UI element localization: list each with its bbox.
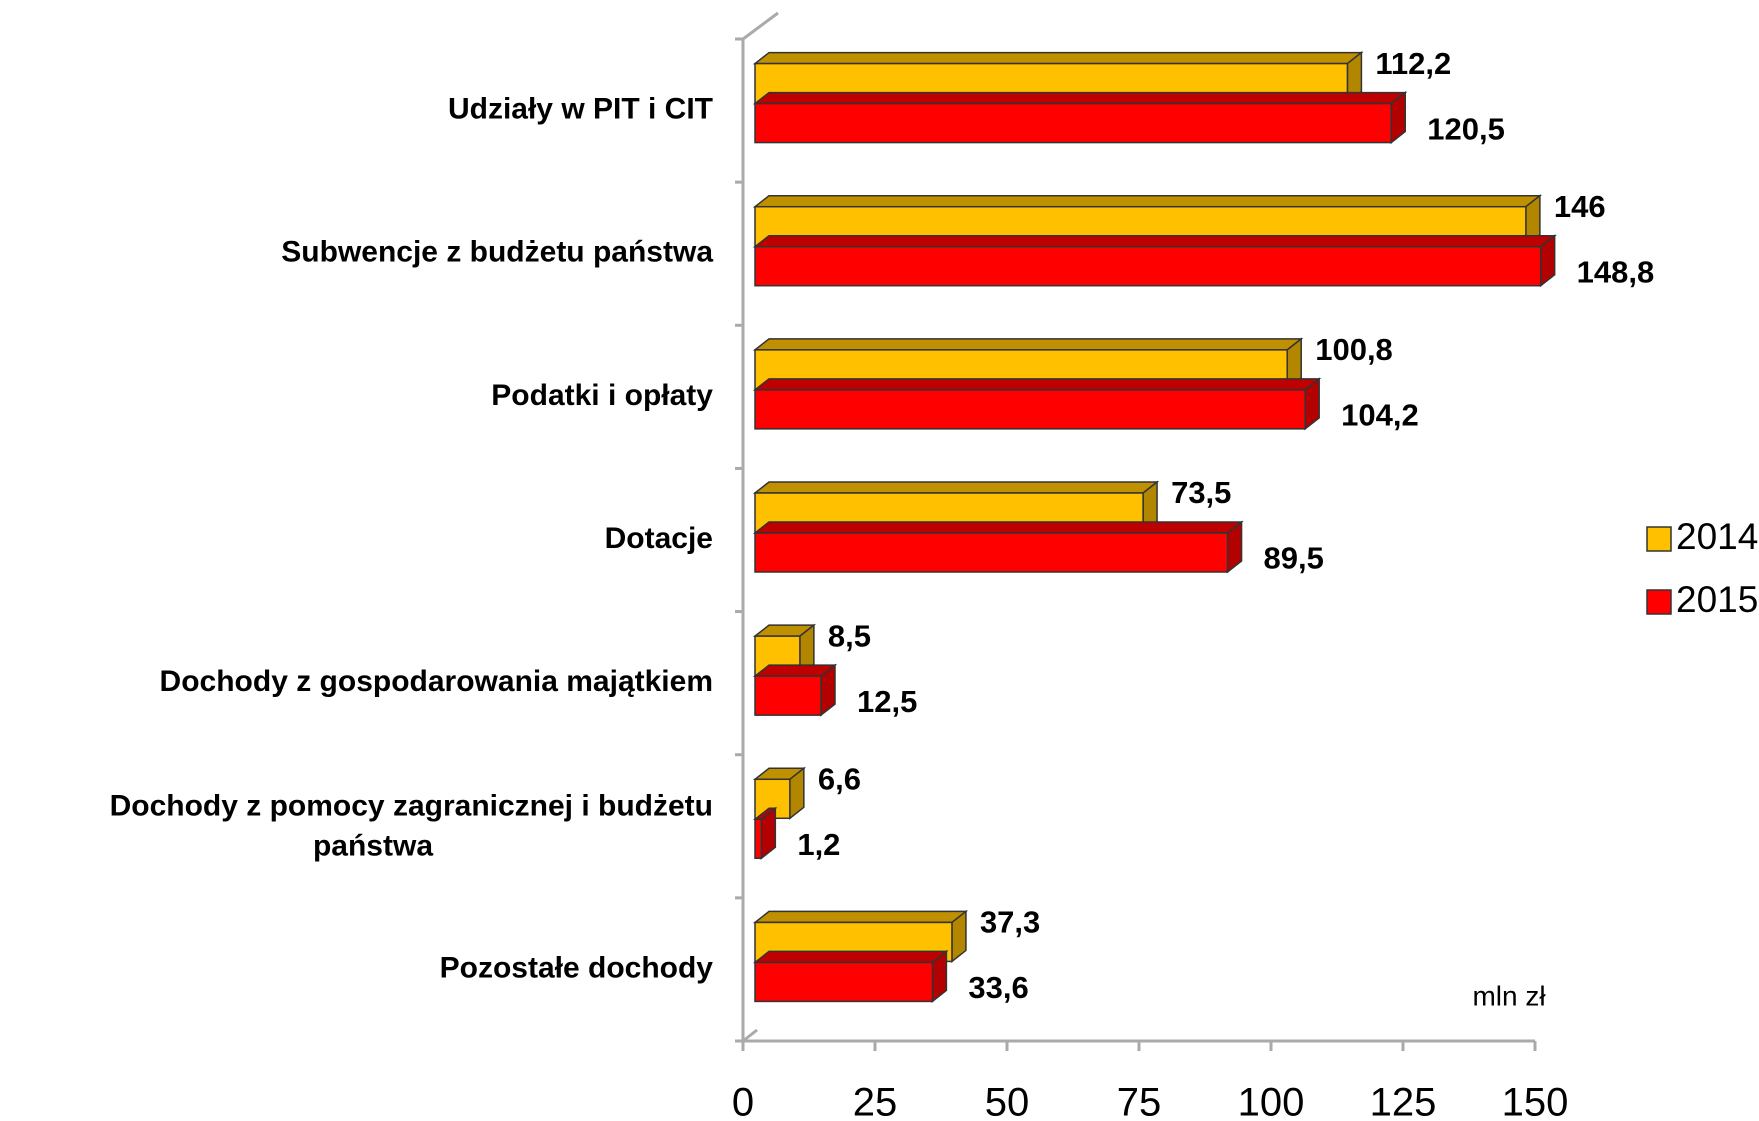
value-label: 73,5	[1171, 475, 1231, 510]
value-label: 148,8	[1577, 254, 1655, 289]
x-tick-label: 125	[1370, 1081, 1437, 1121]
value-label: 100,8	[1315, 332, 1393, 367]
bar-top	[752, 338, 1304, 351]
bar-top	[752, 950, 949, 964]
category-label: Podatki i opłaty	[491, 379, 713, 412]
bar	[754, 818, 763, 860]
bar-top	[752, 378, 1322, 391]
value-label: 89,5	[1264, 541, 1324, 576]
value-label: 104,2	[1341, 398, 1419, 433]
bar-top	[752, 51, 1364, 65]
value-label: 146	[1554, 189, 1606, 224]
bar-top	[752, 91, 1408, 105]
legend-swatch	[1646, 589, 1672, 615]
category-label: Subwencje z budżetu państwa	[281, 236, 713, 269]
bar-top	[752, 910, 969, 924]
bar-top	[752, 234, 1557, 248]
bar	[754, 102, 1392, 144]
value-label: 12,5	[857, 684, 917, 719]
value-label: 33,6	[968, 970, 1028, 1005]
value-label: 1,2	[797, 827, 840, 862]
legend-label: 2014	[1676, 516, 1758, 557]
value-label: 8,5	[828, 618, 871, 653]
category-label: Dochody z gospodarowania majątkiem	[160, 665, 713, 698]
x-tick-label: 0	[732, 1081, 754, 1121]
value-label: 6,6	[818, 761, 861, 796]
category-label: Dotacje	[605, 522, 713, 555]
bar-top	[752, 481, 1160, 494]
legend-swatch	[1646, 526, 1672, 552]
x-tick-label: 100	[1238, 1081, 1305, 1121]
floor-edge	[742, 1028, 758, 1043]
bar	[754, 675, 822, 716]
category-label: Udziały w PIT i CIT	[448, 92, 713, 125]
category-label: Dochody z pomocy zagranicznej i budżetu p…	[110, 789, 713, 862]
legend-label: 2015	[1676, 579, 1758, 620]
bar	[754, 389, 1306, 430]
value-label: 120,5	[1427, 111, 1505, 146]
category-label: Pozostałe dochody	[440, 951, 714, 984]
bar	[754, 532, 1229, 573]
bar-top	[752, 521, 1244, 534]
bar	[754, 961, 934, 1003]
bar	[754, 245, 1542, 287]
axis-unit: mln zł	[1472, 980, 1546, 1011]
x-tick-label: 25	[853, 1081, 898, 1121]
value-label: 112,2	[1375, 46, 1451, 81]
x-tick-label: 50	[985, 1081, 1030, 1121]
value-label: 37,3	[980, 905, 1040, 940]
x-tick-label: 75	[1117, 1081, 1162, 1121]
bar-top	[752, 194, 1543, 208]
x-tick-label: 150	[1502, 1081, 1569, 1121]
